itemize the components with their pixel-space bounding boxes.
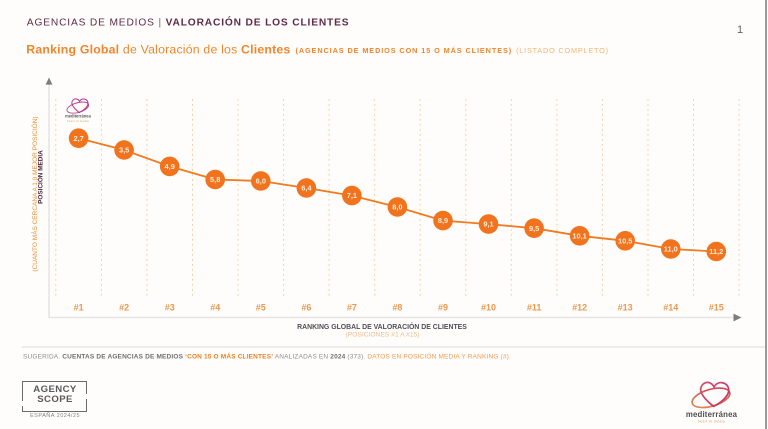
svg-text:#15: #15 [709, 302, 724, 312]
svg-text:mediterránea: mediterránea [65, 114, 91, 119]
svg-text:#7: #7 [347, 302, 357, 312]
svg-text:5,8: 5,8 [210, 175, 220, 184]
svg-text:9,1: 9,1 [483, 220, 493, 229]
svg-text:3,5: 3,5 [119, 146, 129, 155]
svg-text:10,1: 10,1 [572, 231, 586, 240]
svg-text:4,9: 4,9 [165, 162, 175, 171]
svg-text:8,9: 8,9 [438, 216, 448, 225]
svg-text:heart in media: heart in media [698, 420, 725, 424]
svg-text:#6: #6 [301, 302, 311, 312]
svg-text:#14: #14 [663, 302, 678, 312]
svg-text:1: 1 [737, 24, 743, 36]
svg-text:6,0: 6,0 [256, 177, 266, 186]
svg-text:RANKING GLOBAL DE VALORACIÓN D: RANKING GLOBAL DE VALORACIÓN DE CLIENTES [297, 322, 467, 331]
svg-text:heart in media: heart in media [67, 119, 89, 123]
svg-text:#13: #13 [618, 302, 633, 312]
svg-text:#9: #9 [438, 302, 448, 312]
svg-text:8,0: 8,0 [392, 203, 402, 212]
svg-text:11,0: 11,0 [664, 245, 678, 254]
svg-text:2,7: 2,7 [73, 134, 83, 143]
svg-text:#12: #12 [572, 302, 587, 312]
svg-text:SUGERIDA. CUENTAS DE AGENCIAS: SUGERIDA. CUENTAS DE AGENCIAS DE MEDIOS … [23, 351, 511, 360]
svg-text:#2: #2 [119, 302, 129, 312]
svg-text:#11: #11 [527, 302, 542, 312]
svg-text:(POSICIONES #1 A #15): (POSICIONES #1 A #15) [346, 332, 420, 339]
svg-text:6,4: 6,4 [301, 184, 312, 193]
svg-text:#3: #3 [165, 302, 175, 312]
svg-text:#4: #4 [210, 302, 220, 312]
svg-text:9,5: 9,5 [529, 224, 539, 233]
svg-text:#8: #8 [392, 302, 402, 312]
svg-text:#10: #10 [481, 302, 496, 312]
svg-text:Ranking Global de Valoración d: Ranking Global de Valoración de los Clie… [26, 43, 609, 57]
svg-text:POSICIÓN MEDIA: POSICIÓN MEDIA [36, 150, 45, 204]
svg-text:7,1: 7,1 [347, 191, 357, 200]
svg-text:#1: #1 [74, 302, 84, 312]
svg-text:#5: #5 [256, 302, 266, 312]
svg-text:(CUANTO MÁS CERCANA A 1,0 MEJO: (CUANTO MÁS CERCANA A 1,0 MEJOR POSICIÓN… [30, 116, 39, 271]
svg-text:11,2: 11,2 [709, 247, 723, 256]
svg-text:mediterránea: mediterránea [686, 410, 738, 419]
svg-text:10,5: 10,5 [618, 236, 632, 245]
svg-text:AGENCIAS DE MEDIOS | VALORACIÓ: AGENCIAS DE MEDIOS | VALORACIÓN DE LOS C… [27, 15, 350, 28]
